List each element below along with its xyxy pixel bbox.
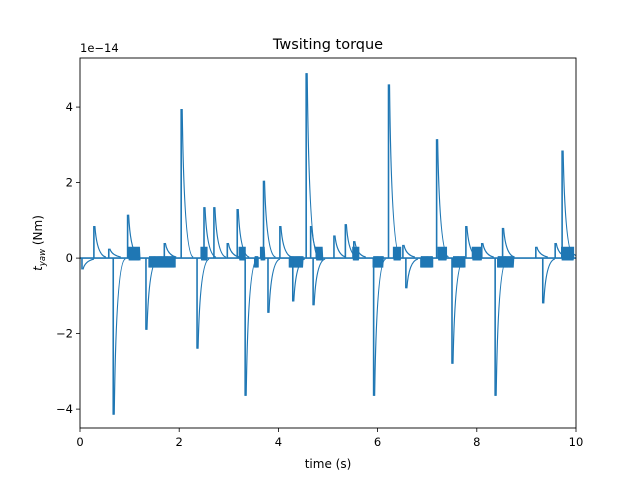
spike-decay <box>543 258 556 304</box>
y-tick-label: 0 <box>66 251 73 265</box>
oscillation-burst-negative <box>253 256 259 268</box>
spike-decay <box>466 225 479 258</box>
x-tick-label: 4 <box>275 435 282 449</box>
spike-decay <box>109 248 121 258</box>
spike-decay <box>280 225 293 258</box>
oscillation-burst-negative <box>288 256 304 268</box>
oscillation-burst-negative <box>372 256 384 268</box>
x-tick-label: 8 <box>473 435 480 449</box>
spike-decay <box>495 258 508 396</box>
y-axis: −4 −2 0 2 4 <box>56 100 80 416</box>
spike-decay <box>562 150 575 258</box>
oscillation-burst-negative <box>452 256 466 268</box>
x-axis: 0 2 4 6 8 10 <box>76 428 583 449</box>
spike-decay <box>181 108 194 258</box>
y-offset-text: 1e−14 <box>80 41 119 55</box>
oscillation-burst <box>437 246 448 261</box>
spike-decay <box>388 84 401 258</box>
y-axis-label-symbol: t <box>31 265 45 271</box>
y-tick-label: −2 <box>56 327 73 341</box>
spike-decay <box>406 258 419 289</box>
spike-decay <box>237 208 250 258</box>
oscillation-burst <box>561 246 575 261</box>
oscillation-burst <box>315 246 324 261</box>
spike-decay <box>197 258 210 349</box>
series-layer <box>80 73 576 415</box>
spike-decay <box>293 258 306 302</box>
spike-decay <box>311 225 323 258</box>
oscillation-burst <box>352 246 360 261</box>
spike-decay <box>164 242 177 258</box>
x-tick-label: 0 <box>76 435 83 449</box>
spike-decay <box>94 225 107 258</box>
x-tick-label: 10 <box>569 435 584 449</box>
chart-title: Twsiting torque <box>272 37 383 53</box>
plot-frame <box>79 57 577 429</box>
oscillation-burst <box>128 246 141 261</box>
y-axis-label-subscript: yaw <box>38 249 48 267</box>
oscillation-burst <box>200 246 208 261</box>
spike-decay <box>313 258 326 306</box>
oscillation-burst <box>471 246 482 261</box>
x-tick-label: 6 <box>374 435 381 449</box>
spike-decay <box>403 244 416 258</box>
spike-decay <box>502 227 515 258</box>
spike-decay <box>555 242 568 258</box>
oscillation-burst <box>392 246 402 261</box>
y-axis-label-unit: (Nm) <box>31 215 45 249</box>
oscillation-burst <box>238 246 246 261</box>
spike-decay <box>306 73 319 258</box>
spike-decay <box>452 258 465 364</box>
spike-decay <box>437 139 449 258</box>
spike-decay <box>334 235 347 258</box>
y-axis-label: tyaw (Nm) <box>31 215 48 271</box>
y-tick-label: 2 <box>66 176 73 190</box>
y-tick-label: −4 <box>56 402 73 416</box>
oscillation-burst-negative <box>497 256 515 268</box>
y-tick-label: 4 <box>66 100 73 114</box>
spike-decay <box>354 241 366 258</box>
spike-decay <box>263 180 276 258</box>
spike-decay <box>268 258 281 313</box>
spike-decay <box>113 258 126 415</box>
oscillation-burst-negative <box>420 256 434 268</box>
spike-decay <box>128 214 140 258</box>
spike-decay <box>82 258 95 270</box>
x-axis-label: time (s) <box>305 457 352 471</box>
spike-decay <box>536 246 548 258</box>
spike-decay <box>374 258 387 396</box>
oscillation-burst-negative <box>148 256 176 268</box>
spike-decay <box>146 258 159 330</box>
spike-decay <box>482 242 494 258</box>
spike-decay <box>245 258 258 396</box>
spike-decay <box>214 207 227 258</box>
spike-decay <box>345 224 358 258</box>
x-tick-label: 2 <box>176 435 183 449</box>
spike-decay <box>568 248 576 257</box>
